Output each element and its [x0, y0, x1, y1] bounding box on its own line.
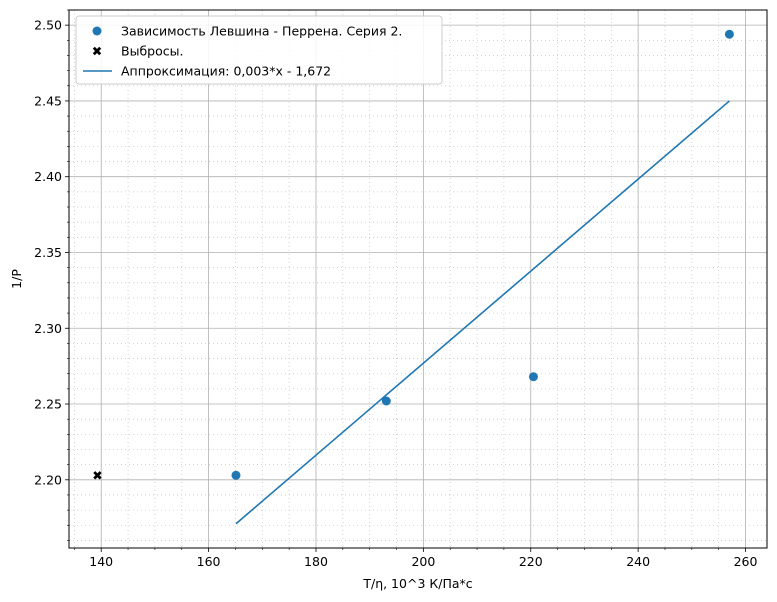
y-axis-label: 1/P: [9, 269, 24, 289]
data-point: [528, 372, 538, 382]
plot-frame: [68, 9, 768, 549]
x-tick-label: 180: [304, 554, 328, 569]
legend-entry-label: Выбросы.: [121, 44, 183, 59]
x-tick-label: 160: [197, 554, 221, 569]
y-tick-label: 2.40: [34, 169, 62, 184]
y-tick-label: 2.35: [34, 245, 62, 260]
x-tick-label: 200: [411, 554, 435, 569]
legend-circle-swatch: [92, 26, 102, 36]
legend-x-swatch: [92, 46, 102, 56]
data-point: [381, 396, 391, 406]
y-tick-label: 2.45: [34, 93, 62, 108]
axis-ticks: 140 160 180 200 220 240 260 2.20 2.25 2.30 2.35 2.4…: [34, 9, 758, 569]
legend: Зависимость Левшина - Перрена. Серия 2. В…: [75, 15, 443, 85]
legend-box: [75, 15, 443, 85]
x-tick-label: 240: [626, 554, 650, 569]
x-tick-label: 220: [519, 554, 543, 569]
y-tick-label: 2.20: [34, 472, 62, 487]
fit-line: [235, 100, 730, 525]
minor-grid: [69, 9, 767, 548]
y-tick-label: 2.30: [34, 321, 62, 336]
data-point: [724, 29, 734, 39]
data-point: [231, 470, 241, 480]
series-layer: [93, 29, 734, 525]
y-tick-label: 2.25: [34, 397, 62, 412]
legend-entry-label: Аппроксимация: 0,003*x - 1,672: [121, 64, 331, 79]
x-tick-label: 260: [734, 554, 758, 569]
x-axis-label: T/η, 10^3 К/Па*с: [362, 576, 472, 591]
legend-entry-label: Зависимость Левшина - Перрена. Серия 2.: [121, 24, 402, 39]
x-tick-label: 140: [89, 554, 113, 569]
y-tick-label: 2.50: [34, 18, 62, 33]
outlier-point: [93, 471, 102, 480]
